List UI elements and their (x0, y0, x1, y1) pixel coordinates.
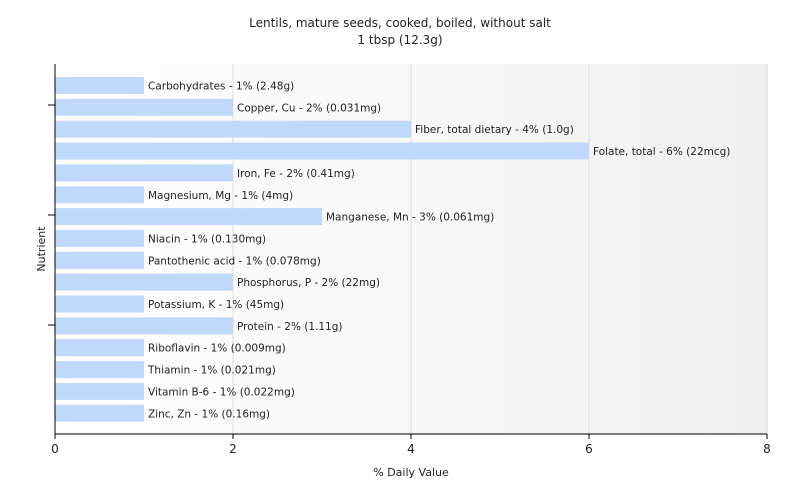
bar-label: Niacin - 1% (0.130mg) (148, 233, 266, 245)
bar (55, 186, 144, 204)
bar-label: Folate, total - 6% (22mcg) (593, 146, 730, 158)
bar (55, 208, 322, 226)
bar (55, 120, 411, 138)
bar-label: Vitamin B-6 - 1% (0.022mg) (148, 386, 295, 398)
x-tick-label: 0 (51, 442, 59, 456)
bar (55, 77, 144, 94)
y-axis-title: Nutrient (35, 226, 48, 272)
bar (55, 339, 144, 357)
bar (55, 98, 233, 116)
bar (55, 251, 144, 269)
chart-title: Lentils, mature seeds, cooked, boiled, w… (249, 16, 551, 30)
x-axis-title: % Daily Value (373, 466, 449, 479)
bar (55, 273, 233, 291)
bar-label: Manganese, Mn - 3% (0.061mg) (326, 212, 494, 224)
bar-label: Pantothenic acid - 1% (0.078mg) (148, 255, 321, 267)
bar (55, 361, 144, 379)
bar-label: Phosphorus, P - 2% (22mg) (237, 277, 380, 289)
axes-group: 0 2 4 6 8 (48, 64, 771, 456)
bar (55, 382, 144, 400)
x-tick-label: 2 (229, 442, 237, 456)
bar (55, 404, 144, 422)
bar (55, 142, 589, 160)
bars-group: Carbohydrates - 1% (2.48g) Copper, Cu - 2… (55, 77, 730, 422)
x-tick-label: 4 (407, 442, 415, 456)
bar-label: Iron, Fe - 2% (0.41mg) (237, 168, 355, 180)
bar-label: Carbohydrates - 1% (2.48g) (148, 81, 294, 93)
bar-label: Riboflavin - 1% (0.009mg) (148, 343, 286, 355)
x-tick-label: 8 (763, 442, 771, 456)
bar-label: Potassium, K - 1% (45mg) (148, 299, 284, 311)
bar-label: Magnesium, Mg - 1% (4mg) (148, 190, 293, 202)
chart-subtitle: 1 tbsp (12.3g) (357, 33, 443, 47)
bar (55, 164, 233, 182)
bar (55, 317, 233, 335)
bar-label: Protein - 2% (1.11g) (237, 321, 343, 333)
bar (55, 229, 144, 247)
bar-label: Fiber, total dietary - 4% (1.0g) (415, 124, 574, 136)
bar (55, 295, 144, 313)
bar-label: Thiamin - 1% (0.021mg) (147, 365, 276, 377)
bar-label: Copper, Cu - 2% (0.031mg) (237, 102, 381, 114)
x-tick-label: 6 (585, 442, 593, 456)
bar-label: Zinc, Zn - 1% (0.16mg) (148, 408, 270, 420)
